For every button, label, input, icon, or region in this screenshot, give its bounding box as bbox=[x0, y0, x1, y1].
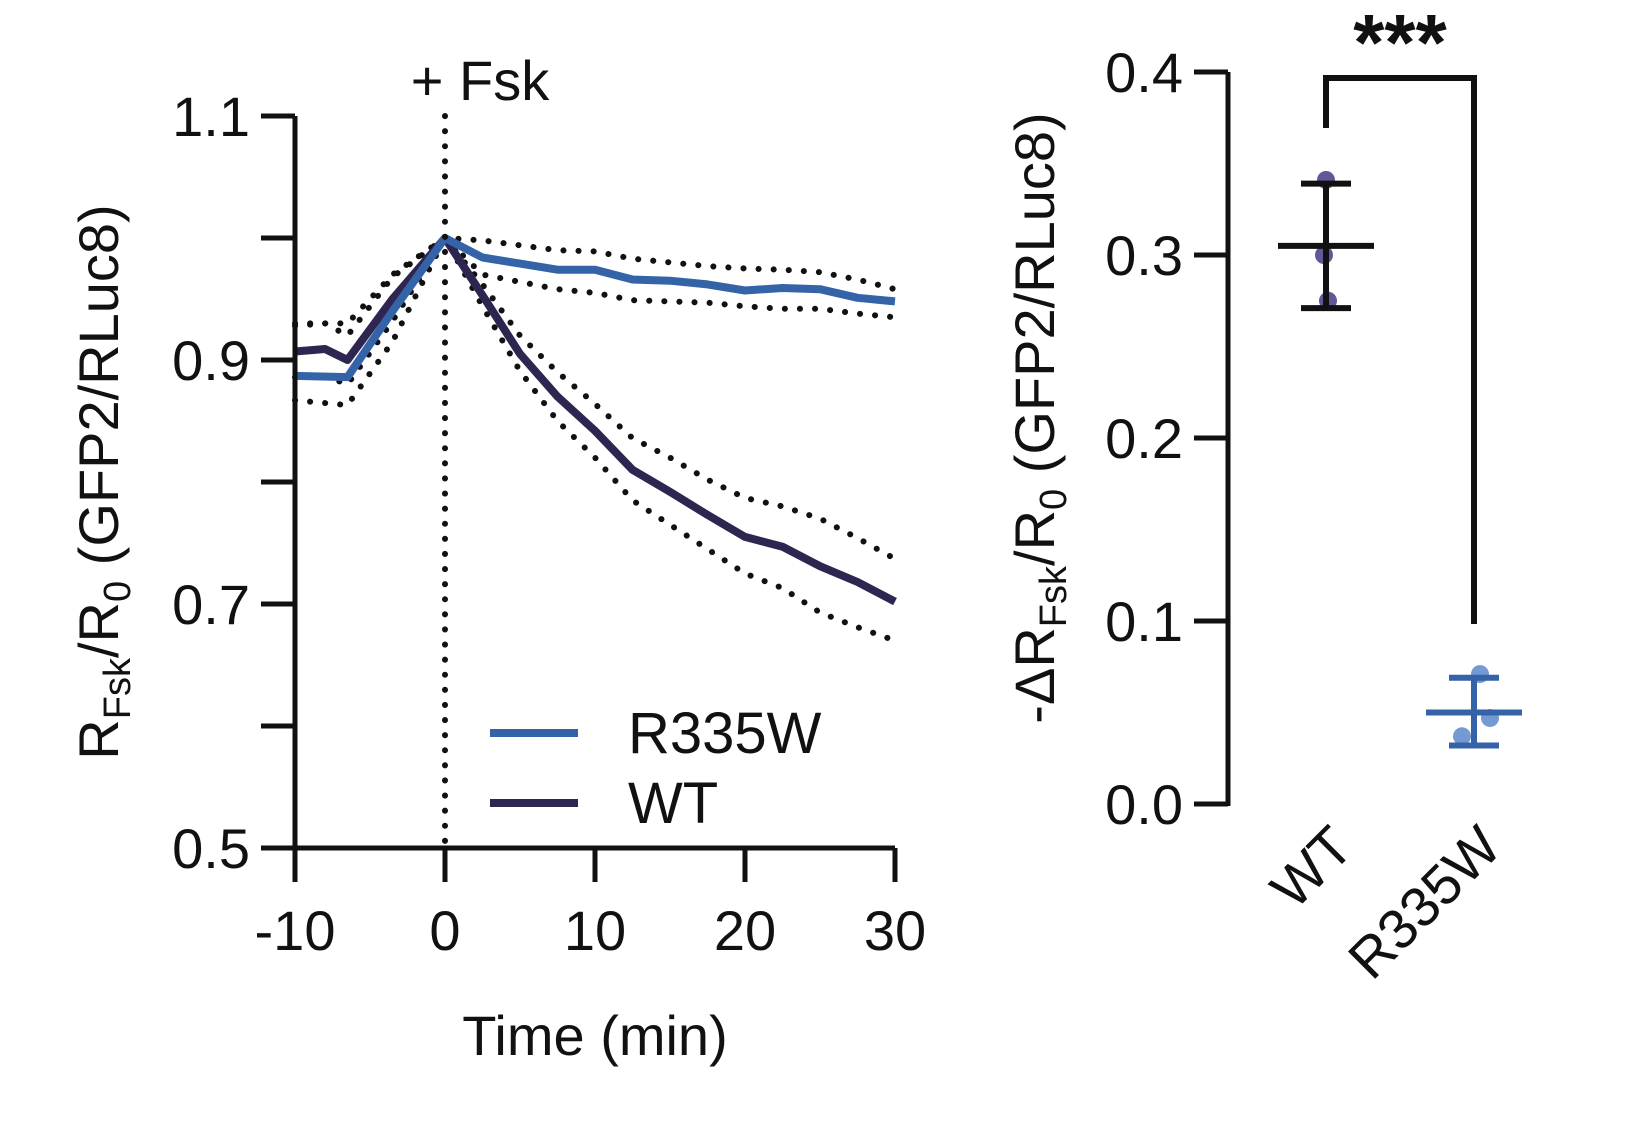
y-axis-title-sub: Fsk bbox=[97, 657, 139, 719]
right-y-tick-label: 0.2 bbox=[1105, 407, 1183, 470]
right-y-tick-label: 0.1 bbox=[1105, 590, 1183, 653]
time-course-chart: + Fsk 0.50.70.91.1 -10 0 10 20 30 RFsk/R0 (G… bbox=[67, 49, 926, 1067]
significance-bracket bbox=[1323, 75, 1477, 624]
significance-label: *** bbox=[1353, 0, 1447, 87]
right-y-axis-title-sub-zero: 0 bbox=[1033, 489, 1075, 510]
y-tick-label: 1.1 bbox=[172, 85, 250, 148]
confidence-bands bbox=[292, 232, 898, 644]
series-line-wt bbox=[294, 234, 897, 606]
y-axis-ticks: 0.5 0.7 0.9 1.1 bbox=[172, 85, 295, 880]
x-axis-ticks: -10 0 10 20 30 bbox=[255, 848, 926, 962]
y-axis-title-slash: /R bbox=[67, 602, 130, 658]
category-label-wt: WT bbox=[1258, 814, 1364, 920]
group-markers bbox=[1278, 170, 1522, 749]
y-tick-label: 0.9 bbox=[172, 329, 250, 392]
ci-upper-wt bbox=[292, 233, 898, 562]
legend-label-wt: WT bbox=[628, 771, 718, 836]
category-label-r335w: R335W bbox=[1336, 814, 1513, 991]
ci-lower-r335w bbox=[292, 232, 898, 409]
right-y-axis-title-prefix: -ΔR bbox=[1003, 627, 1066, 724]
right-y-tick-label: 0.0 bbox=[1105, 773, 1183, 836]
y-axis-title-main: R bbox=[67, 719, 130, 759]
right-y-tick-label: 0.4 bbox=[1105, 41, 1183, 104]
y-axis-title-sub-zero: 0 bbox=[97, 581, 139, 602]
series-lines bbox=[294, 234, 897, 606]
group-r335w bbox=[1426, 665, 1522, 749]
forskolin-label: + Fsk bbox=[411, 49, 550, 112]
x-axis-title: Time (min) bbox=[462, 1004, 727, 1067]
right-y-axis-title-rest: (GFP2/RLuc8) bbox=[1003, 112, 1066, 489]
x-tick-label: 0 bbox=[429, 899, 460, 962]
y-tick-label: 0.7 bbox=[172, 573, 250, 636]
right-y-axis-title-slash: /R bbox=[1003, 510, 1066, 566]
data-point bbox=[1453, 727, 1471, 746]
y-axis-title-rest: (GFP2/RLuc8) bbox=[67, 204, 130, 581]
x-tick-label: 20 bbox=[714, 899, 776, 962]
group-wt bbox=[1278, 170, 1374, 312]
right-y-axis-ticks: 0.0 0.1 0.2 0.3 0.4 bbox=[1105, 41, 1228, 836]
series-line-r335w bbox=[294, 234, 896, 382]
right-y-axis-title: -ΔRFsk/R0 (GFP2/RLuc8) bbox=[1003, 112, 1075, 723]
x-tick-label: 30 bbox=[864, 899, 926, 962]
legend-label-r335w: R335W bbox=[628, 701, 822, 766]
right-y-axis-title-sub: Fsk bbox=[1033, 565, 1075, 627]
ci-upper-r335w bbox=[292, 234, 898, 327]
x-tick-label: -10 bbox=[255, 899, 336, 962]
ci-lower-wt bbox=[292, 232, 898, 644]
x-tick-label: 10 bbox=[564, 899, 626, 962]
y-axis-title: RFsk/R0 (GFP2/RLuc8) bbox=[67, 204, 139, 759]
y-tick-label: 0.5 bbox=[172, 817, 250, 880]
right-y-tick-label: 0.3 bbox=[1105, 224, 1183, 287]
